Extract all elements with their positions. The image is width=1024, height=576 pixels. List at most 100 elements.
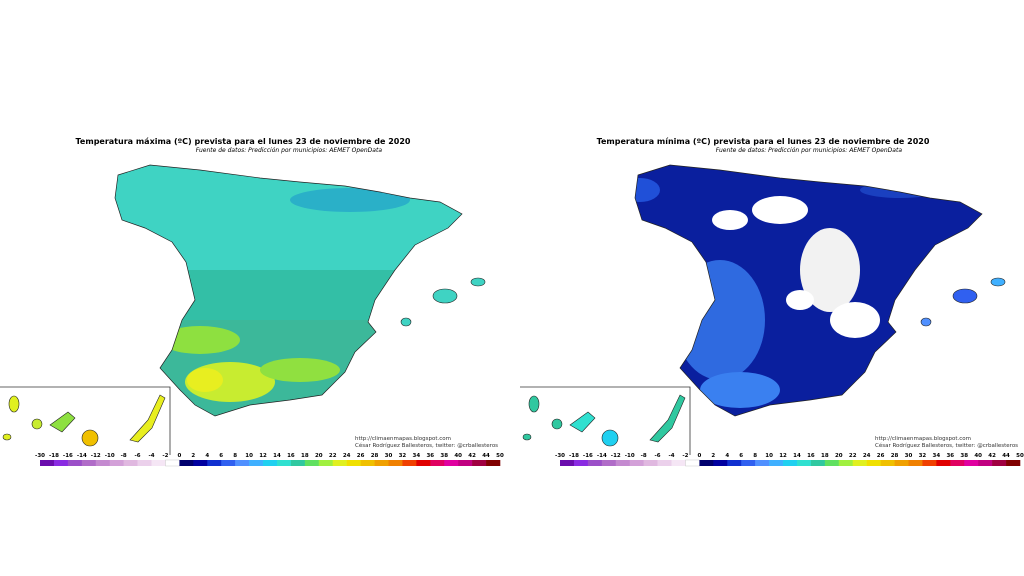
colorbar-label: 32	[399, 453, 407, 459]
map-title: Temperatura máxima (ºC) prevista para el…	[76, 137, 411, 146]
colorbar-label: -12	[91, 453, 101, 459]
inset-frame	[0, 386, 171, 455]
colorbar-swatch	[165, 459, 180, 467]
colorbar-label: 24	[863, 453, 871, 459]
colorbar-swatch	[416, 460, 431, 466]
map-max: Temperatura máxima (ºC) prevista para el…	[0, 137, 504, 467]
colorbar-label: 50	[1016, 453, 1024, 459]
colorbar-swatch	[838, 460, 854, 466]
colorbar-label: 38	[440, 453, 448, 459]
colorbar-label: 32	[919, 453, 927, 459]
colorbar-swatch	[894, 460, 909, 466]
credit-author: César Rodríguez Ballesteros, twitter: @c…	[355, 442, 498, 449]
colorbar-swatch	[587, 460, 603, 466]
inset-frame	[520, 386, 691, 455]
colorbar-label: -14	[597, 453, 607, 459]
colorbar-swatch	[713, 460, 728, 466]
island	[432, 288, 458, 304]
colorbar-swatch	[699, 460, 714, 466]
credit-author: César Rodríguez Ballesteros, twitter: @c…	[875, 442, 1018, 449]
colorbar-swatch	[249, 460, 264, 466]
colorbar-swatch	[643, 460, 658, 466]
colorbar-swatch	[207, 460, 222, 466]
colorbar-swatch	[304, 460, 320, 466]
colorbar-label: 18	[301, 453, 309, 459]
colorbar-label: 26	[877, 453, 885, 459]
colorbar-label: 12	[259, 453, 267, 459]
colorbar-label: 10	[765, 453, 773, 459]
colorbar-swatch	[263, 460, 278, 466]
colorbar-label: 0	[697, 453, 701, 459]
colorbar-label: 34	[413, 453, 421, 459]
colorbar-swatch	[880, 460, 895, 466]
colorbar-swatch	[40, 460, 55, 466]
colorbar-swatch	[1006, 460, 1021, 466]
colorbar-label: 50	[496, 453, 504, 459]
colorbar-label: -14	[77, 453, 87, 459]
colorbar-label: 40	[454, 453, 462, 459]
colorbar-swatch	[964, 460, 979, 466]
colorbar-label: 42	[468, 453, 476, 459]
colorbar-swatch	[137, 460, 152, 466]
colorbar-label: 18	[821, 453, 829, 459]
colorbar-swatch	[388, 460, 403, 466]
island	[470, 277, 486, 287]
colorbar-swatch	[573, 460, 589, 466]
map-source: Fuente de datos: Predicción por municipi…	[716, 147, 903, 154]
colorbar-swatch	[179, 460, 194, 466]
colorbar-label: -6	[655, 453, 661, 459]
colorbar-label: 8	[753, 453, 757, 459]
colorbar-label: -18	[569, 453, 579, 459]
colorbar-label: 6	[219, 453, 223, 459]
colorbar-label: 34	[933, 453, 941, 459]
colorbar-swatch	[755, 460, 770, 466]
colorbar-label: 2	[711, 453, 715, 459]
colorbar-swatch	[685, 459, 700, 467]
colorbar-swatch	[796, 460, 812, 466]
colorbar-swatch	[615, 460, 630, 466]
colorbar-label: 2	[191, 453, 195, 459]
colorbar-swatch	[444, 460, 459, 466]
colorbar-label: 16	[807, 453, 815, 459]
colorbar-swatch	[560, 460, 575, 466]
credit-url: http://climaenmapas.blogspot.com	[355, 436, 451, 442]
colorbar-label: -4	[668, 453, 674, 459]
island	[601, 429, 619, 447]
colorbar-swatch	[936, 460, 951, 466]
colorbar-label: -2	[162, 453, 168, 459]
colorbar-swatch	[824, 460, 840, 466]
island	[522, 433, 532, 441]
colorbar-swatch	[290, 460, 306, 466]
colorbar-label: 26	[357, 453, 365, 459]
island	[551, 418, 563, 430]
colorbar-label: -30	[35, 453, 45, 459]
colorbar-swatch	[486, 460, 501, 466]
colorbar-label: 14	[273, 453, 281, 459]
colorbar-label: 44	[482, 453, 490, 459]
colorbar-label: 44	[1002, 453, 1010, 459]
island	[920, 317, 932, 327]
colorbar-label: -30	[555, 453, 565, 459]
colorbar-label: -16	[583, 453, 593, 459]
colorbar-swatch	[95, 460, 110, 466]
colorbar-swatch	[235, 460, 250, 466]
colorbar-swatch	[852, 460, 867, 466]
colorbar-label: 38	[960, 453, 968, 459]
island	[49, 411, 76, 433]
colorbar-label: -4	[148, 453, 154, 459]
colorbar-label: 10	[245, 453, 253, 459]
colorbar-label: -8	[641, 453, 647, 459]
island	[129, 394, 166, 443]
colorbar-swatch	[360, 460, 375, 466]
island	[990, 277, 1006, 287]
island	[952, 288, 978, 304]
colorbar-swatch	[402, 460, 417, 466]
colorbar-label: 12	[779, 453, 787, 459]
colorbar-label: -6	[135, 453, 141, 459]
colorbar-swatch	[810, 460, 826, 466]
colorbar-label: 30	[905, 453, 913, 459]
colorbar-swatch	[727, 460, 742, 466]
colorbar-swatch	[332, 460, 347, 466]
colorbar-label: 36	[946, 453, 954, 459]
